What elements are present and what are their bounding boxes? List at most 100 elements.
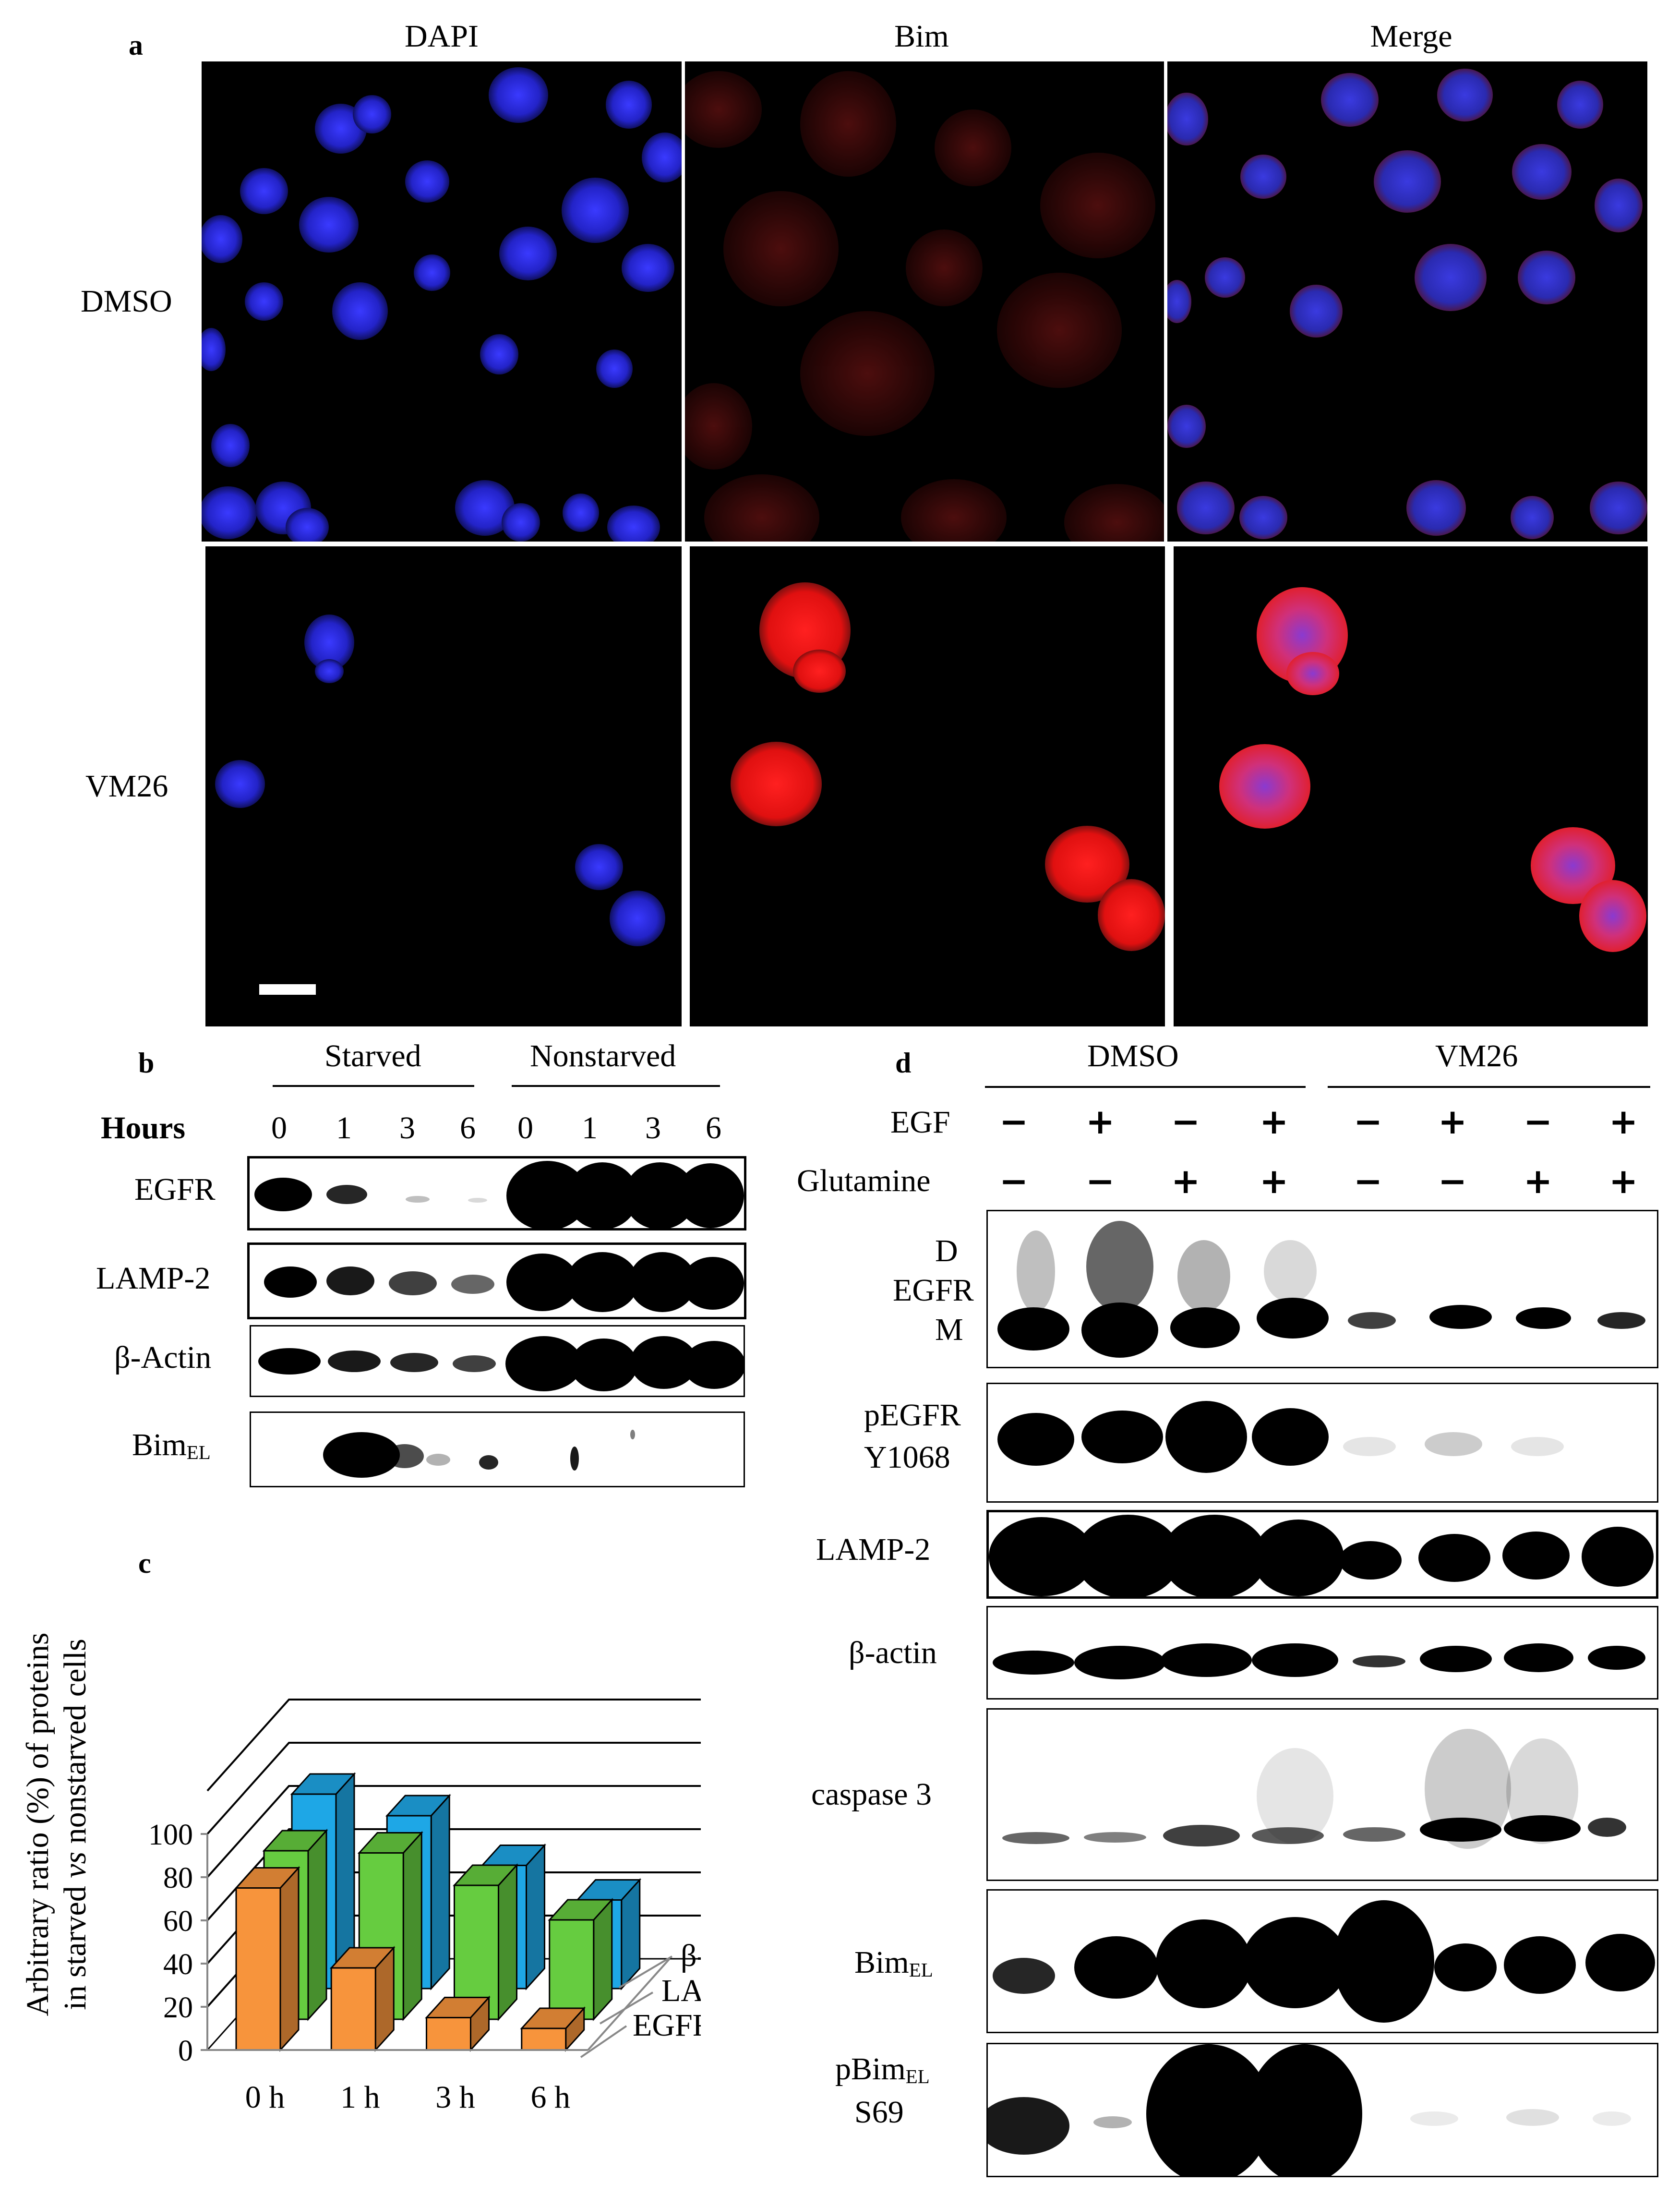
protein-label-bimel: BimEL <box>132 1427 211 1464</box>
group-underline-nonstarved <box>512 1085 720 1087</box>
bim-signal-vm26 <box>731 582 1165 951</box>
chart-c-axis <box>201 1833 673 2058</box>
panel-label-d: d <box>895 1047 912 1079</box>
group-label-starved: Starved <box>324 1038 421 1073</box>
floor-side-line <box>587 1958 671 2051</box>
blot-d-actin <box>986 1606 1658 1700</box>
merge-signal-dmso <box>1167 69 1647 539</box>
glutamine-sign: − <box>1438 1161 1467 1201</box>
row-title-dmso: DMSO <box>81 284 172 319</box>
micrograph-vm26-dapi <box>205 546 682 1026</box>
glutamine-sign: − <box>1354 1161 1383 1201</box>
bar-front <box>330 1967 376 2051</box>
column-title-dapi: DAPI <box>404 19 479 54</box>
egfr-label-d: EGFR <box>893 1273 974 1308</box>
gridline <box>206 1699 701 1792</box>
hour-tick: 0 <box>517 1110 533 1146</box>
bar-front <box>521 2027 567 2051</box>
micrograph-dmso-bim <box>685 61 1164 542</box>
bar-front <box>549 1919 595 2020</box>
gridline <box>206 1785 701 1878</box>
bar-side <box>430 1794 450 1990</box>
hour-tick: 3 <box>399 1110 415 1146</box>
bar-side <box>526 1843 545 1990</box>
egfr-monomer-label: M <box>935 1312 963 1347</box>
x-tick-label: 1 h <box>340 2080 380 2115</box>
hour-tick: 1 <box>582 1110 598 1146</box>
protein-label-egfr: EGFR <box>134 1172 216 1207</box>
glutamine-sign: + <box>1260 1161 1289 1201</box>
blot-d-pbimel <box>986 2043 1658 2177</box>
bar-front <box>235 1887 281 2051</box>
egf-sign: + <box>1609 1101 1638 1142</box>
egf-sign: − <box>1171 1101 1200 1142</box>
pbimel-label-d: pBimEL <box>835 2051 930 2088</box>
y-tick-label: 40 <box>163 1948 193 1981</box>
egf-sign: + <box>1438 1101 1467 1142</box>
x-tick-label: 0 h <box>245 2080 285 2115</box>
series-depth-label: EGFR <box>633 2008 701 2043</box>
y-tick-label: 80 <box>163 1862 193 1894</box>
series-depth-label: β-Actin <box>681 1938 701 1973</box>
gridline <box>206 1742 701 1835</box>
depth-axis-segment <box>599 1991 654 2025</box>
hours-label: Hours <box>101 1110 186 1146</box>
group-underline-starved <box>273 1085 474 1087</box>
row-title-vm26: VM26 <box>85 769 168 804</box>
hour-tick: 0 <box>271 1110 287 1146</box>
bar-side <box>498 1863 517 2021</box>
chart-c-bars <box>234 1772 642 2052</box>
hour-tick: 1 <box>336 1110 352 1146</box>
bar-side <box>279 1866 300 2052</box>
pegfr-label-2: Y1068 <box>864 1440 950 1475</box>
egf-sign: − <box>999 1101 1029 1142</box>
blot-b-lamp2 <box>247 1242 746 1319</box>
blot-d-caspase3 <box>986 1708 1658 1881</box>
group-label-nonstarved: Nonstarved <box>530 1038 676 1073</box>
ylabel-line-2: in starved vs nonstarved cells <box>58 1639 93 2010</box>
panel-label-c: c <box>138 1547 151 1579</box>
bimel-label-d: BimEL <box>854 1945 933 1981</box>
series-depth-label: LAMP-2 <box>661 1973 701 2008</box>
pegfr-label-1: pEGFR <box>864 1398 961 1433</box>
pbimel-site-label: S69 <box>854 2095 904 2130</box>
merge-signal-vm26 <box>1219 587 1646 952</box>
panel-label-b: b <box>138 1047 155 1079</box>
protein-label-actin: β-Actin <box>114 1340 212 1375</box>
glutamine-sign: − <box>1086 1161 1115 1201</box>
micrograph-vm26-merge <box>1174 546 1648 1026</box>
bar-side <box>307 1829 327 2021</box>
caspase-label-d: caspase 3 <box>811 1777 932 1812</box>
egf-sign: + <box>1260 1101 1289 1142</box>
y-tick-label: 20 <box>163 1991 193 2024</box>
blot-d-pegfr <box>986 1383 1658 1503</box>
scale-bar <box>259 984 316 995</box>
hour-tick: 3 <box>645 1110 661 1146</box>
blot-b-actin <box>250 1325 745 1397</box>
micrograph-vm26-bim <box>690 546 1165 1026</box>
egf-sign: + <box>1086 1101 1115 1142</box>
gridline <box>206 1828 701 1921</box>
group-label-dmso: DMSO <box>1087 1038 1179 1073</box>
chart-c-ylabel: Arbitrary ratio (%) of proteins in starv… <box>19 1584 94 2064</box>
blot-d-egfr <box>986 1210 1658 1368</box>
y-tick-label: 60 <box>163 1905 193 1938</box>
egf-sign: − <box>1524 1101 1553 1142</box>
blot-b-egfr <box>247 1156 746 1230</box>
dapi-nuclei-dmso <box>202 67 682 542</box>
bar-egfr-3h <box>425 1995 491 2052</box>
egf-sign: − <box>1354 1101 1383 1142</box>
bim-signal-dmso <box>685 71 1164 542</box>
micrograph-dmso-merge <box>1167 61 1647 542</box>
bar-lamp-2-3h <box>453 1863 518 2021</box>
column-title-merge: Merge <box>1370 19 1452 54</box>
bar-front <box>426 2017 471 2051</box>
group-underline-dmso <box>985 1086 1306 1088</box>
glutamine-sign: − <box>999 1161 1029 1201</box>
y-tick-label: 0 <box>178 2035 193 2067</box>
glutamine-sign: + <box>1524 1161 1553 1201</box>
glutamine-sign: + <box>1171 1161 1200 1201</box>
depth-axis-segment <box>618 1955 673 1989</box>
y-tick-label: 100 <box>148 1819 193 1851</box>
blot-b-bimel <box>250 1411 745 1487</box>
